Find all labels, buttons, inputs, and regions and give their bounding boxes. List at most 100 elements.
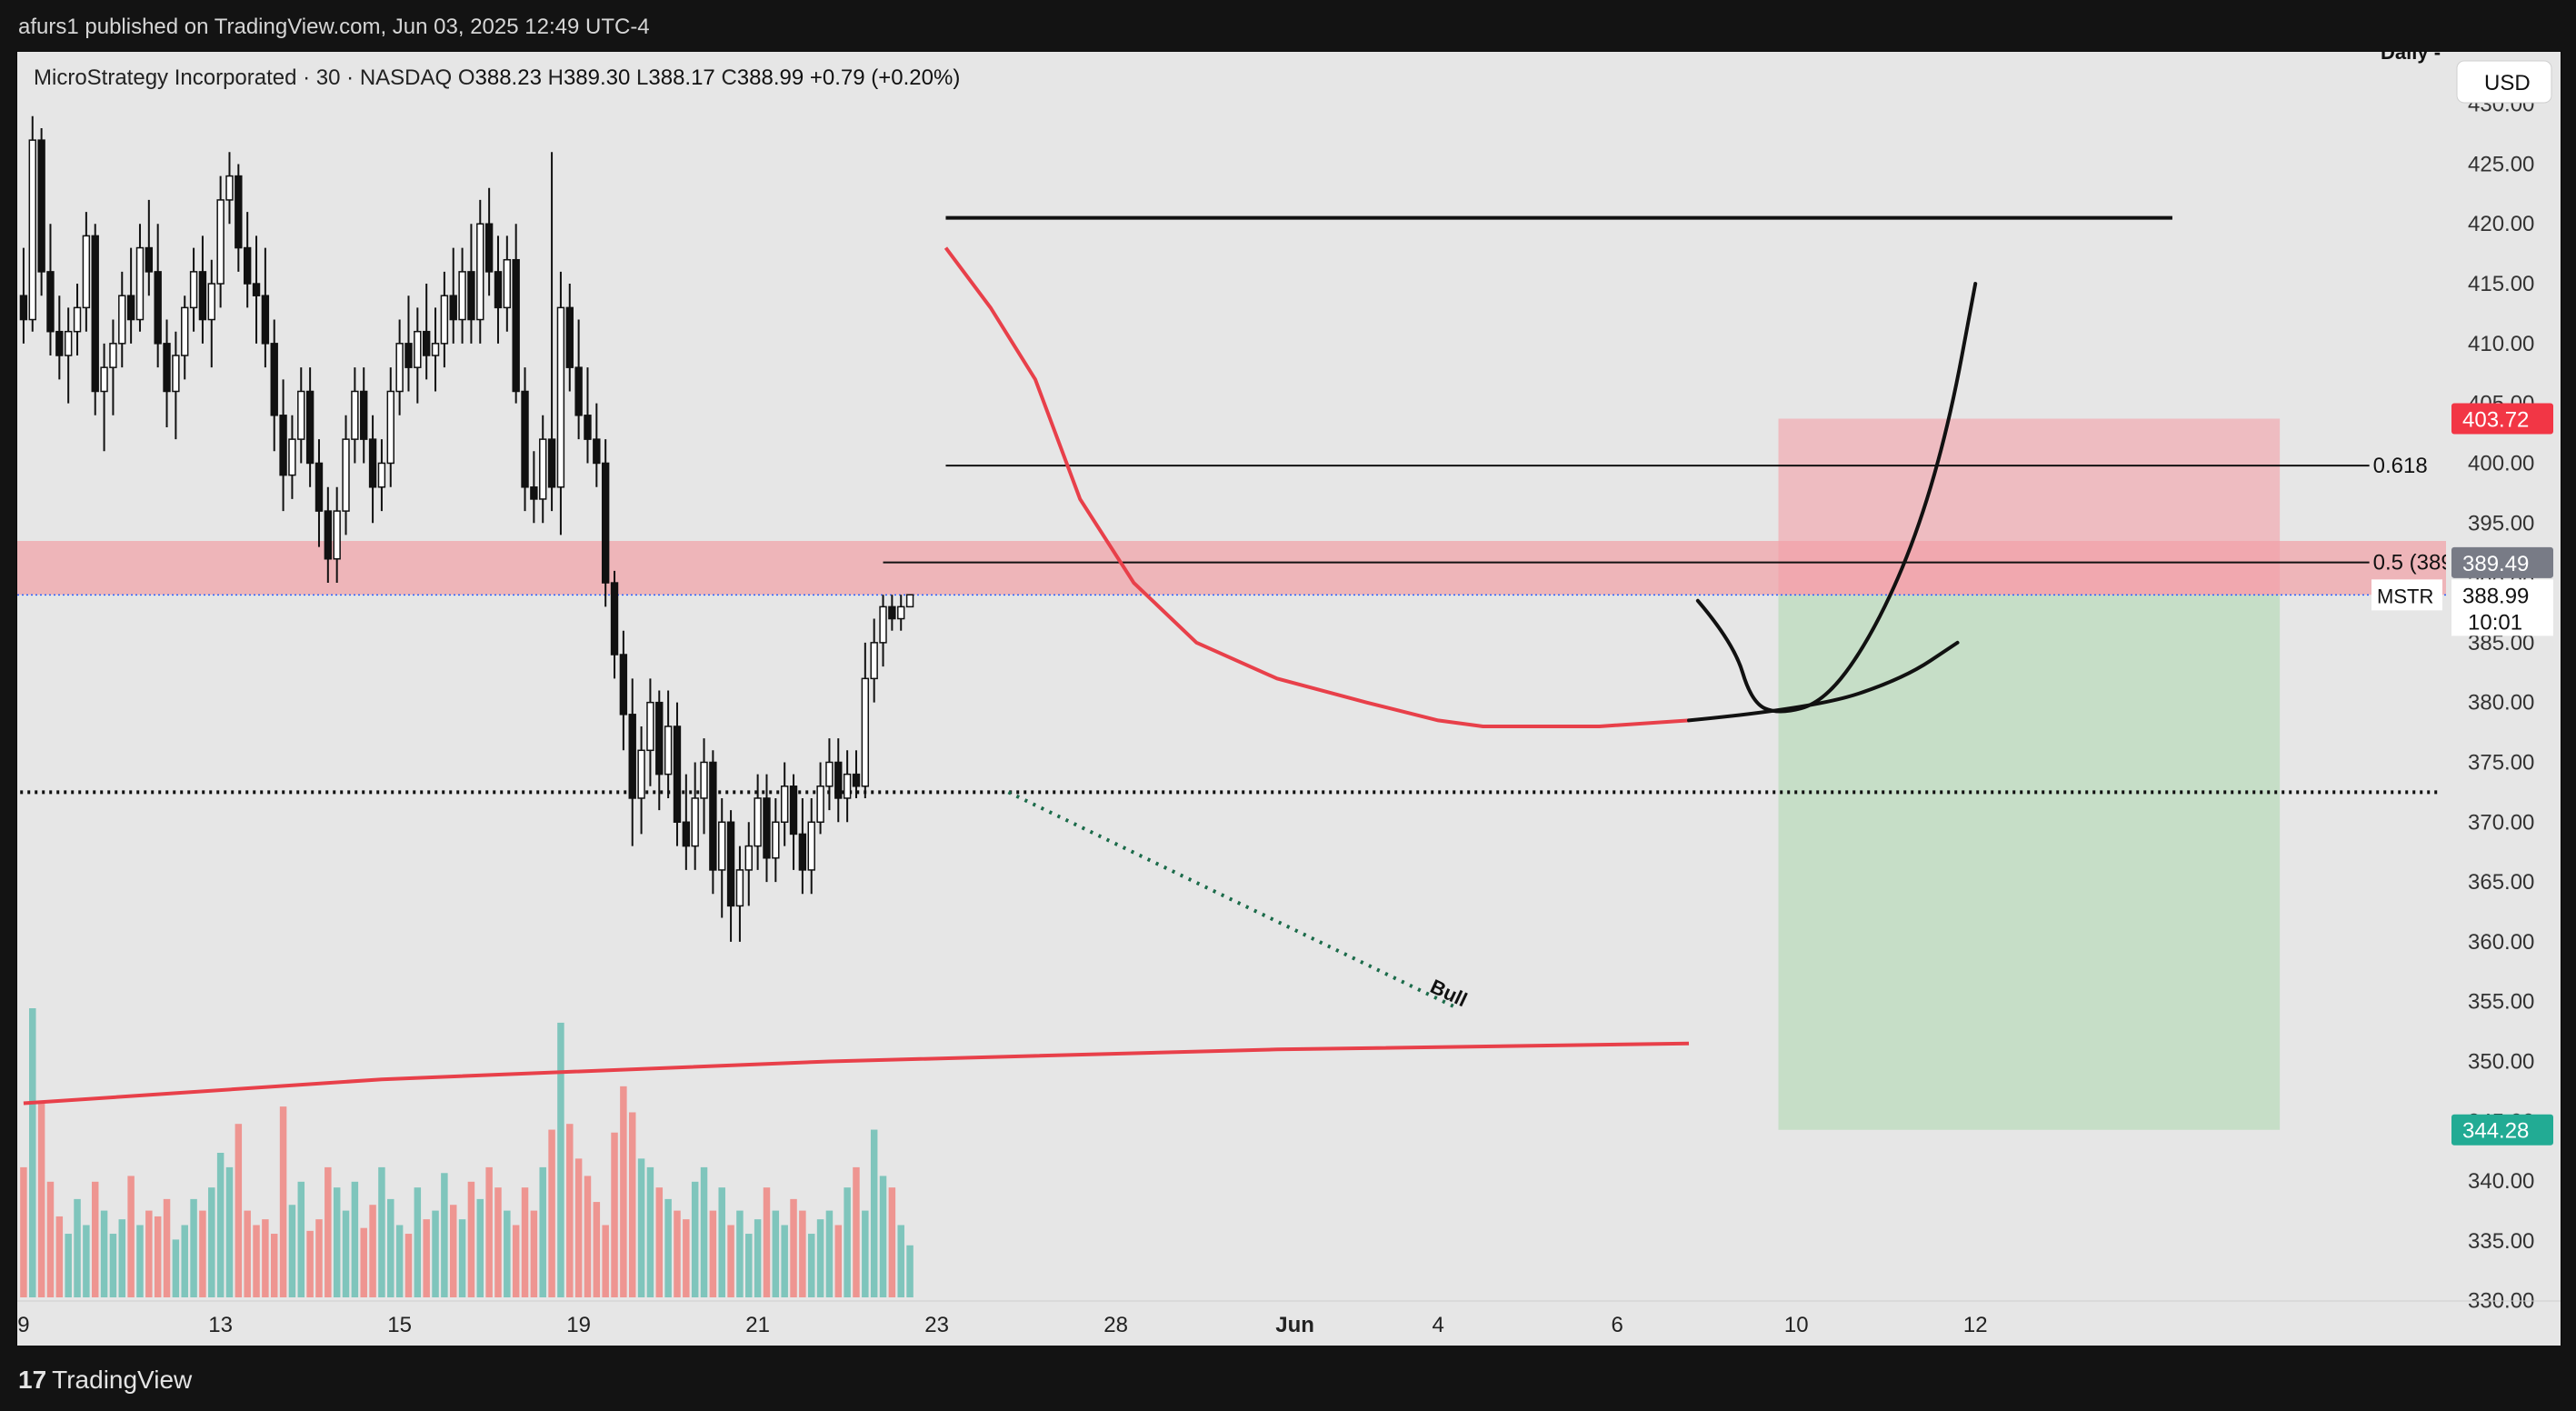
time-tick-label: 9: [17, 1313, 29, 1337]
volume-bar: [844, 1187, 851, 1297]
chart-frame[interactable]: 0.618 0.5 (389.49) Bull 430.00 425.00 420.0…: [5, 41, 2561, 1347]
candle-body: [484, 223, 494, 273]
candle-body: [243, 246, 252, 285]
candle-body: [100, 366, 108, 393]
volume-bar: [772, 1210, 780, 1297]
price-tick-label: 415.00: [2468, 272, 2534, 296]
volume-bar: [862, 1210, 869, 1297]
candle-body: [628, 714, 636, 799]
countdown-label: 10:01: [2468, 610, 2522, 635]
price-tick-label: 425.00: [2468, 152, 2534, 176]
position-stop-zone[interactable]: [1778, 595, 2281, 1130]
candle-body: [55, 330, 64, 356]
projection-path[interactable]: [1695, 282, 1978, 714]
volume-bar: [602, 1225, 609, 1297]
candle-body: [843, 773, 852, 799]
candle-body: [565, 306, 574, 368]
volume-bar: [754, 1219, 762, 1297]
time-tick-label: 15: [387, 1313, 412, 1337]
candle-body: [351, 390, 359, 440]
candle-body: [360, 390, 368, 440]
volume-bar: [29, 1008, 36, 1297]
volume-bar: [763, 1187, 771, 1297]
candle-body: [235, 175, 243, 249]
volume-bar: [145, 1210, 153, 1297]
volume-bar: [853, 1166, 860, 1297]
candle-body: [512, 258, 520, 393]
volume-bar: [879, 1176, 887, 1297]
candle-body: [458, 271, 466, 321]
candle-body: [37, 139, 45, 273]
tradingview-logo[interactable]: 17 TradingView: [18, 1366, 192, 1395]
volume-bar: [870, 1129, 878, 1297]
bull-trendline[interactable]: [1007, 790, 1457, 1010]
volume-bar: [315, 1219, 323, 1297]
ohlc-legend: MicroStrategy Incorporated · 30 · NASDAQ…: [34, 65, 960, 90]
volume-bar: [20, 1166, 27, 1297]
candle-body: [225, 175, 234, 201]
time-tick-label: 12: [1963, 1313, 1988, 1337]
candle-body: [395, 343, 404, 393]
volume-bar: [387, 1198, 394, 1297]
candle-body: [91, 235, 99, 393]
volume-bar: [225, 1166, 234, 1297]
volume-bar: [109, 1234, 117, 1297]
position-target-zone[interactable]: [1778, 418, 2281, 595]
candle-body: [73, 306, 82, 333]
volume-bar: [190, 1198, 197, 1297]
candle-body: [664, 726, 673, 776]
volume-bar: [37, 1100, 45, 1297]
currency-button[interactable]: [2456, 60, 2552, 104]
candle-body: [19, 295, 28, 321]
volume-bar: [432, 1210, 439, 1297]
candle-body: [207, 283, 215, 321]
candle-body: [593, 438, 601, 465]
daily-label: Daily -: [2381, 52, 2441, 64]
candle-body: [754, 797, 762, 847]
candle-body: [530, 486, 538, 500]
volume-bar: [906, 1245, 914, 1297]
candle-body: [637, 749, 645, 799]
candle-body: [789, 786, 798, 836]
projection-tail[interactable]: [1687, 640, 1960, 723]
candle-body: [476, 223, 484, 321]
volume-bar: [208, 1187, 215, 1297]
candle-body: [772, 821, 780, 859]
candle-body: [646, 701, 654, 752]
candle-body: [431, 343, 440, 356]
candle-body: [172, 355, 180, 393]
volume-bar: [512, 1225, 520, 1297]
volume-bar: [216, 1153, 225, 1297]
candle-body: [744, 845, 753, 871]
candle-body: [798, 833, 807, 871]
candle-body: [610, 582, 619, 655]
volume-bar: [521, 1187, 529, 1297]
candle-body: [163, 343, 171, 393]
volume-bar: [74, 1198, 81, 1297]
volume-bar: [700, 1166, 708, 1297]
last-price-badge: [2451, 579, 2553, 636]
legend-open-label: O: [458, 65, 475, 90]
volume-bar: [244, 1210, 251, 1297]
volume-bar: [727, 1225, 734, 1297]
volume-bar: [136, 1225, 144, 1297]
volume-bar: [333, 1187, 341, 1297]
candle-body: [333, 510, 341, 560]
price-tick-label: 420.00: [2468, 212, 2534, 236]
candle-body: [252, 283, 261, 296]
stop-price-badge: [2451, 1114, 2553, 1146]
candle-body: [861, 677, 870, 787]
candle-body: [297, 390, 305, 440]
candle-body: [584, 415, 592, 440]
volume-bar: [163, 1198, 171, 1297]
candle-body: [888, 605, 896, 620]
candle-body: [700, 761, 708, 799]
volume-bar: [423, 1219, 430, 1297]
volume-bar: [897, 1225, 904, 1297]
tradingview-logo-text: TradingView: [52, 1366, 193, 1394]
candle-body: [735, 869, 744, 907]
volume-bar: [253, 1225, 260, 1297]
volume-bar: [65, 1234, 72, 1297]
candle-body: [135, 246, 145, 321]
